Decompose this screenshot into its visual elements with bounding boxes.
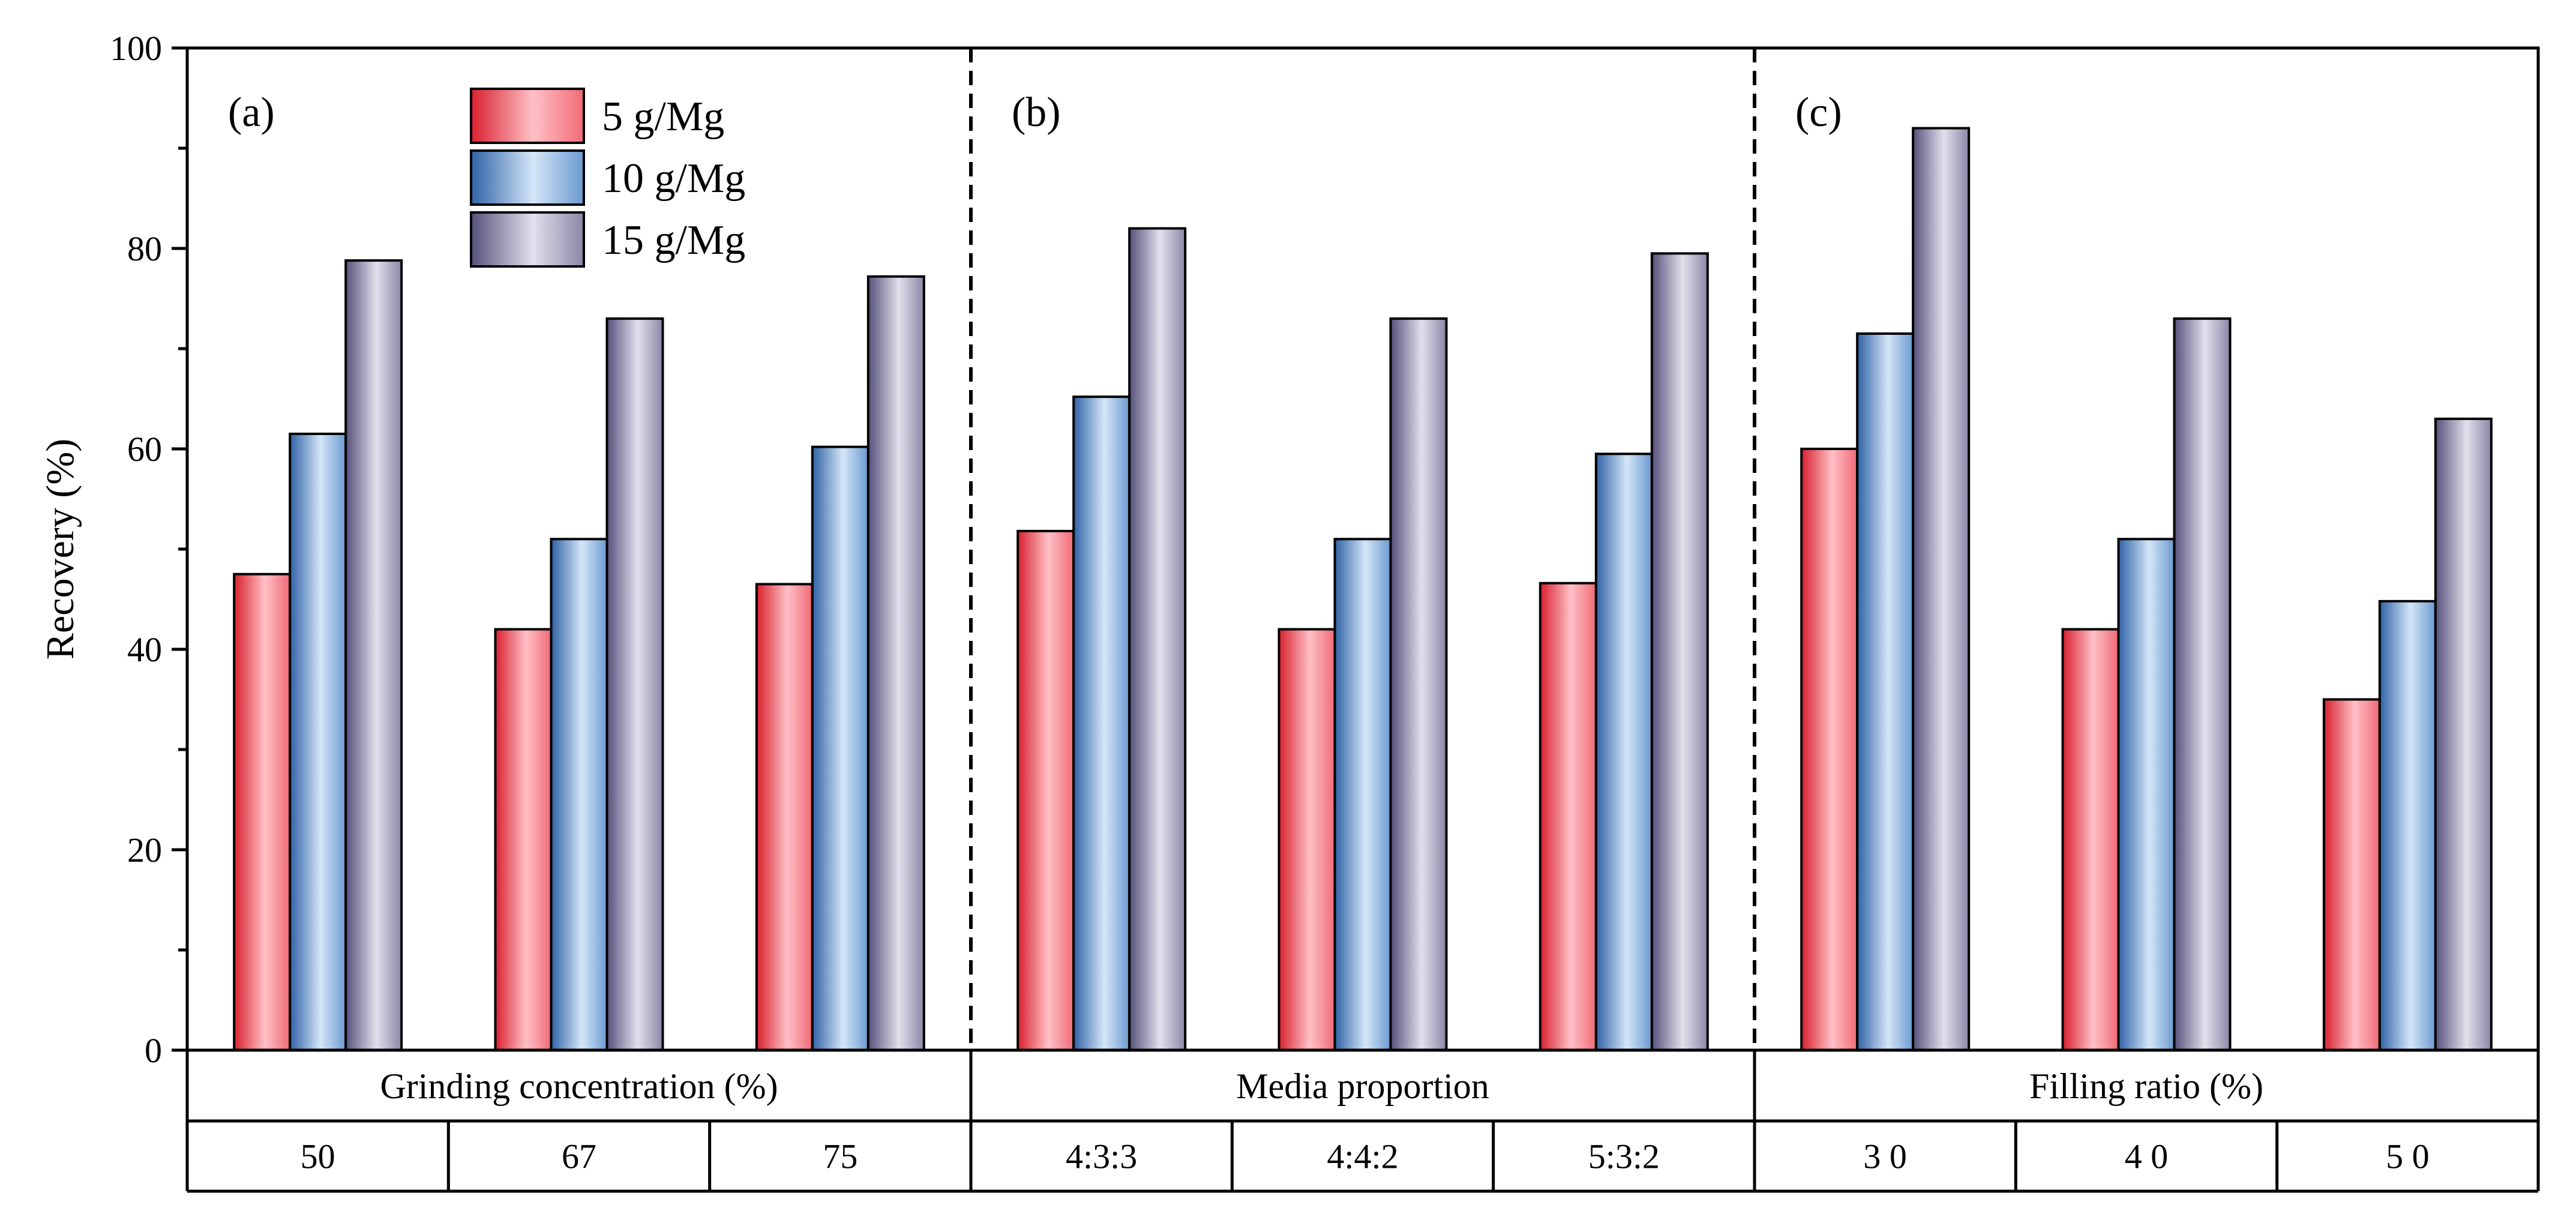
bar-1-1-2 bbox=[289, 432, 347, 1052]
bar-1-1-3 bbox=[344, 259, 403, 1051]
bar-1-2-3 bbox=[605, 317, 664, 1051]
bar-1-2-2 bbox=[550, 538, 608, 1051]
group-label: Grinding concentration (%) bbox=[380, 1066, 778, 1106]
bar-1-2-1 bbox=[494, 628, 553, 1051]
group-label: Filling ratio (%) bbox=[2029, 1066, 2263, 1106]
bar-3-3-1 bbox=[2322, 698, 2381, 1051]
category-label: 4:3:3 bbox=[1066, 1137, 1137, 1176]
category-label: 4 0 bbox=[2125, 1137, 2169, 1176]
legend-swatch-3 bbox=[470, 211, 585, 268]
category-label: 5 0 bbox=[2386, 1137, 2430, 1176]
text-layer: 0 20 40 60 80 100 Recovery (%) (a) (b) (c) Grindin… bbox=[38, 29, 2430, 1176]
category-label: 4:4:2 bbox=[1327, 1137, 1398, 1176]
category-label: 67 bbox=[562, 1137, 596, 1176]
bar-2-2-2 bbox=[1333, 538, 1392, 1051]
legend-swatch-1 bbox=[470, 88, 585, 144]
bar-2-1-1 bbox=[1016, 529, 1075, 1051]
y-tick-label: 80 bbox=[127, 229, 162, 268]
bar-3-2-2 bbox=[2117, 538, 2176, 1051]
category-label: 5:3:2 bbox=[1588, 1137, 1660, 1176]
axes-layer bbox=[172, 46, 2540, 1052]
bar-3-1-1 bbox=[1800, 448, 1859, 1051]
bar-3-2-1 bbox=[2061, 628, 2120, 1051]
panel-dividers bbox=[969, 48, 1756, 1050]
bar-3-3-3 bbox=[2434, 417, 2493, 1051]
y-tick-label: 20 bbox=[127, 831, 162, 870]
bar-2-3-3 bbox=[1650, 252, 1709, 1052]
category-label: 50 bbox=[301, 1137, 335, 1176]
y-tick-label: 0 bbox=[145, 1031, 162, 1070]
bar-2-1-2 bbox=[1072, 395, 1131, 1051]
bar-1-3-3 bbox=[866, 275, 925, 1051]
category-label: 3 0 bbox=[1863, 1137, 1907, 1176]
legend-label-3: 15 g/Mg bbox=[602, 217, 745, 263]
y-axis-title: Recovery (%) bbox=[38, 439, 82, 660]
legend-label-2: 10 g/Mg bbox=[602, 155, 745, 202]
bar-3-1-2 bbox=[1856, 332, 1915, 1052]
panel-label: (c) bbox=[1795, 89, 1842, 136]
legend-swatch-2 bbox=[470, 149, 585, 206]
legend-label-1: 5 g/Mg bbox=[602, 94, 724, 140]
panel-label: (b) bbox=[1012, 89, 1061, 136]
group-label: Media proportion bbox=[1236, 1066, 1489, 1106]
category-label: 75 bbox=[823, 1137, 857, 1176]
bar-3-2-3 bbox=[2173, 317, 2232, 1051]
bar-3-1-3 bbox=[1912, 127, 1971, 1052]
bar-2-2-1 bbox=[1277, 628, 1336, 1051]
bar-2-2-3 bbox=[1389, 317, 1448, 1051]
bar-2-1-3 bbox=[1128, 227, 1187, 1052]
bar-1-3-2 bbox=[811, 445, 869, 1051]
bar-1-3-1 bbox=[755, 583, 814, 1051]
legend: 5 g/Mg 10 g/Mg 15 g/Mg bbox=[470, 88, 745, 268]
bar-1-1-1 bbox=[233, 572, 292, 1051]
y-tick-label: 60 bbox=[127, 430, 162, 469]
bar-2-3-2 bbox=[1594, 452, 1653, 1051]
bar-2-3-1 bbox=[1539, 581, 1597, 1051]
category-table bbox=[185, 1050, 2540, 1193]
panel-label: (a) bbox=[228, 89, 275, 136]
y-tick-label: 100 bbox=[110, 29, 162, 68]
bar-3-3-2 bbox=[2378, 599, 2437, 1051]
y-tick-label: 40 bbox=[127, 630, 162, 669]
